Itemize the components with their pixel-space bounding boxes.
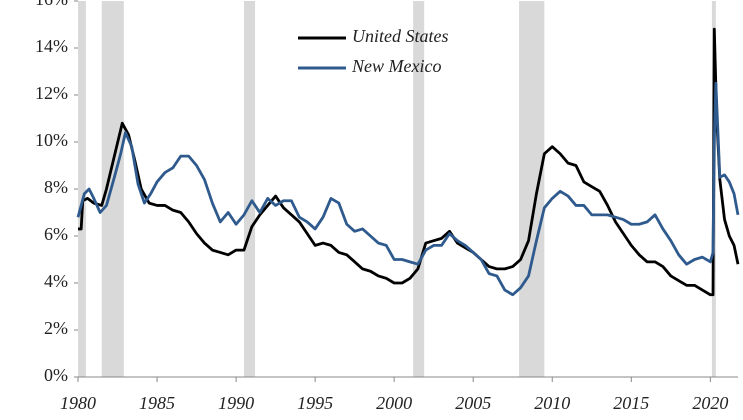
- y-tick-label: 4%: [44, 271, 68, 291]
- recession-band: [243, 1, 256, 377]
- legend-label: New Mexico: [351, 56, 441, 76]
- recession-band: [413, 1, 425, 377]
- series-line: [78, 27, 740, 297]
- x-tick-label: 1980: [60, 393, 96, 413]
- x-tick-label: 1985: [139, 393, 175, 413]
- x-tick-label: 1990: [218, 393, 254, 413]
- recession-band: [519, 1, 545, 377]
- x-tick-label: 2000: [376, 393, 412, 413]
- y-tick-label: 14%: [35, 36, 68, 56]
- y-tick-label: 10%: [35, 130, 68, 150]
- series-line: [76, 81, 740, 297]
- x-tick-label: 1995: [297, 393, 333, 413]
- y-tick-label: 8%: [44, 177, 68, 197]
- x-tick-label: 2005: [455, 393, 491, 413]
- y-tick-label: 6%: [44, 224, 68, 244]
- y-tick-label: 0%: [44, 365, 68, 385]
- y-tick-label: 12%: [35, 83, 68, 103]
- y-tick-label: 2%: [44, 318, 68, 338]
- legend-label: United States: [352, 26, 449, 46]
- x-tick-label: 2010: [534, 393, 570, 413]
- recession-band: [78, 1, 86, 377]
- x-tick-label: 2015: [613, 393, 649, 413]
- recession-band: [101, 1, 124, 377]
- x-tick-label: 2020: [692, 393, 728, 413]
- y-tick-label: 16%: [35, 0, 68, 9]
